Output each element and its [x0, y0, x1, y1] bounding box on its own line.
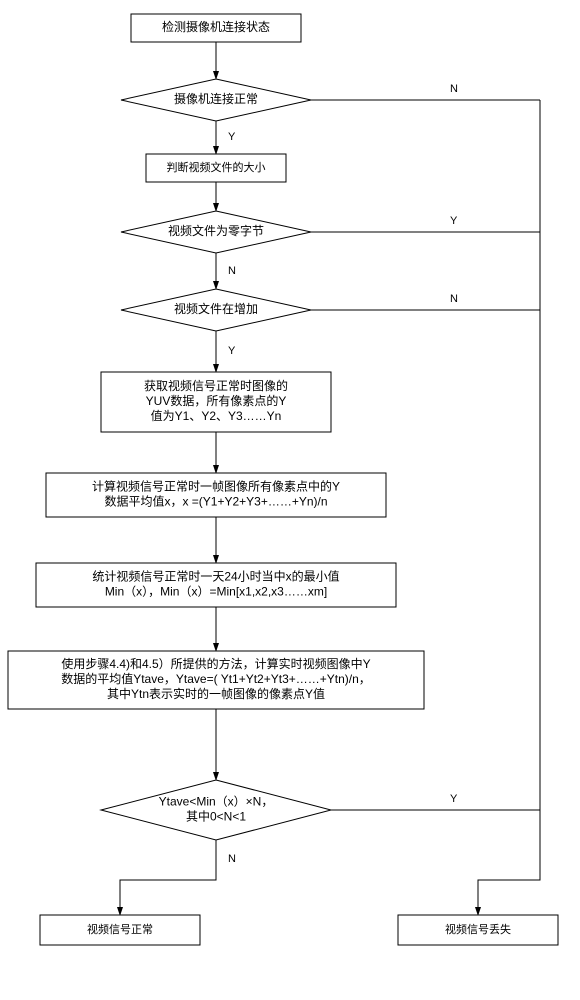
edge-label: Y: [228, 345, 236, 357]
edge-label: N: [228, 853, 236, 865]
node-text: 值为Y1、Y2、Y3……Yn: [151, 408, 282, 423]
node-text: 其中Ytn表示实时的一帧图像的像素点Y值: [107, 686, 325, 701]
node-text: 视频文件为零字节: [168, 223, 264, 238]
node-text: 获取视频信号正常时图像的: [144, 378, 288, 393]
edge-label: Y: [450, 215, 458, 227]
node-text: 判断视频文件的大小: [167, 160, 266, 174]
edge: [478, 810, 540, 915]
node-text: 检测摄像机连接状态: [162, 19, 270, 34]
node-text: 数据的平均值Ytave，Ytave=( Yt1+Yt2+Yt3+……+Ytn)/…: [61, 671, 371, 686]
node-text: 计算视频信号正常时一帧图像所有像素点中的Y: [92, 479, 340, 494]
edge-label: Y: [450, 793, 458, 805]
node-text: 视频文件在增加: [174, 301, 258, 316]
edge: [120, 840, 216, 915]
node-text: 视频信号丢失: [445, 922, 511, 936]
edge-label: Y: [228, 131, 236, 143]
node-text: 其中0<N<1: [186, 809, 246, 824]
edge-label: N: [450, 83, 458, 95]
node-text: 数据平均值x，x =(Y1+Y2+Y3+……+Yn)/n: [104, 494, 327, 509]
node-text: Min（x），Min（x）=Min[x1,x2,x3……xm]: [105, 585, 327, 599]
node-text: Ytave<Min（x）×N，: [159, 795, 274, 809]
node-text: YUV数据，所有像素点的Y: [146, 393, 287, 408]
node-text: 使用步骤4.4)和4.5）所提供的方法，计算实时视频图像中Y: [61, 656, 370, 671]
edge-label: N: [228, 265, 236, 277]
flowchart-svg: Y N Y N N Y N Y 检测摄像机连接状态摄像机连接正常判断视频文件的大小视频文件为零字…: [0, 0, 580, 1000]
node-text: 摄像机连接正常: [174, 91, 258, 106]
node-text: 统计视频信号正常时一天24小时当中x的最小值: [92, 569, 339, 584]
node-text: 视频信号正常: [87, 922, 153, 936]
edge-label: N: [450, 293, 458, 305]
